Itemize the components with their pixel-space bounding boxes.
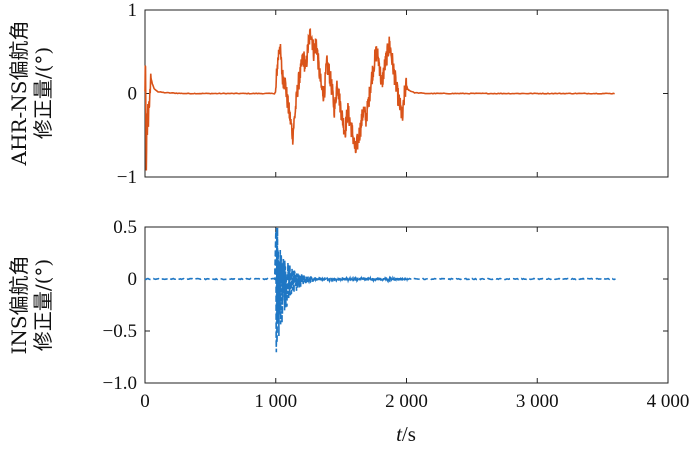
x-tick-label: 4 000: [647, 391, 690, 412]
axis-frame-bottom: [144, 226, 669, 384]
y-tick-label: 0: [128, 84, 138, 105]
y-tick-label: −1: [117, 167, 137, 188]
x-axis-label-var: t: [396, 422, 403, 446]
x-tick-label: 3 000: [516, 391, 559, 412]
x-ticks-bottom: 0 1 000 2 000 3 000 4 000: [140, 227, 689, 412]
series-line-ins: [144, 227, 616, 353]
y-tick-label: −0.5: [103, 321, 137, 342]
y-axis-label-bottom-line1: INS偏航角: [7, 255, 31, 354]
series-line-ahrns: [144, 28, 615, 171]
x-axis-label-unit: /s: [402, 422, 416, 446]
y-ticks-top: 1 0 −1: [117, 0, 668, 188]
x-ticks-top: [144, 10, 669, 177]
y-tick-label: −1.0: [103, 373, 137, 394]
x-tick-label: 1 000: [254, 391, 297, 412]
panel-ahrns: 1 0 −1 AHR-NS偏航角 修正量/(°): [7, 0, 669, 188]
x-tick-label: 2 000: [385, 391, 428, 412]
y-axis-label-top-line2: 修正量/(°): [31, 47, 55, 139]
y-axis-label-bottom: INS偏航角 修正量/(°): [7, 255, 55, 354]
y-axis-label-top: AHR-NS偏航角 修正量/(°): [7, 21, 55, 167]
y-tick-label: 1: [128, 0, 138, 21]
panel-ins: 0.5 0 −0.5 −1.0 0 1 000 2 000 3 000 4 000 INS偏航…: [7, 217, 689, 446]
y-axis-label-top-line1: AHR-NS偏航角: [7, 21, 31, 167]
x-tick-label: 0: [140, 391, 150, 412]
y-ticks-bottom: 0.5 0 −0.5 −1.0: [103, 217, 668, 394]
y-axis-label-bottom-line2: 修正量/(°): [31, 259, 55, 351]
y-tick-label: 0.5: [113, 217, 137, 238]
y-tick-label: 0: [128, 269, 138, 290]
x-axis-label: t/s: [396, 422, 416, 446]
